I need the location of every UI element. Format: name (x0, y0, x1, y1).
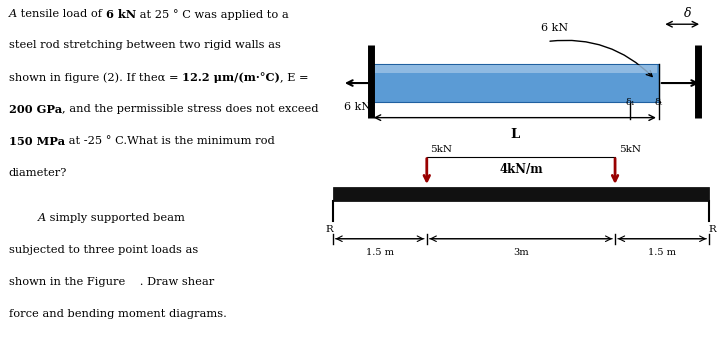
Text: A: A (37, 213, 46, 224)
Text: 6 kN: 6 kN (106, 9, 135, 20)
Text: 6 kN: 6 kN (344, 102, 372, 112)
Text: 3m: 3m (513, 248, 528, 257)
Text: tensile load of: tensile load of (17, 9, 106, 19)
Text: force and bending moment diagrams.: force and bending moment diagrams. (9, 309, 227, 319)
Text: δₜ: δₜ (654, 98, 663, 107)
Text: 12.2 μm/(m·°C): 12.2 μm/(m·°C) (181, 72, 280, 83)
Text: L: L (510, 128, 519, 142)
Bar (371, 64, 659, 102)
Text: diameter?: diameter? (9, 168, 67, 178)
Text: , E =: , E = (280, 72, 308, 82)
Text: subjected to three point loads as: subjected to three point loads as (9, 245, 198, 255)
Text: at -25 ° C.What is the minimum rod: at -25 ° C.What is the minimum rod (65, 136, 274, 146)
Text: 5kN: 5kN (618, 145, 641, 154)
Bar (372, 65, 657, 73)
Text: shown in figure (2). If theα =: shown in figure (2). If theα = (9, 72, 181, 83)
Text: 200 GPa: 200 GPa (9, 104, 62, 115)
Text: δ₁: δ₁ (625, 98, 635, 107)
Text: simply supported beam: simply supported beam (46, 213, 185, 224)
Text: 6 kN: 6 kN (541, 23, 568, 33)
Text: 5kN: 5kN (431, 145, 452, 154)
Text: 1.5 m: 1.5 m (366, 248, 394, 257)
Text: , and the permissible stress does not exceed: , and the permissible stress does not ex… (62, 104, 318, 114)
Text: steel rod stretching between two rigid walls as: steel rod stretching between two rigid w… (9, 40, 281, 51)
Text: 1.5 m: 1.5 m (648, 248, 676, 257)
Text: 150 MPa: 150 MPa (9, 136, 65, 147)
Text: 4kN/m: 4kN/m (499, 163, 543, 176)
Text: shown in the Figure    . Draw shear: shown in the Figure . Draw shear (9, 277, 214, 287)
Bar (333, 187, 709, 201)
Text: R: R (709, 225, 716, 234)
Text: at 25 ° C was applied to a: at 25 ° C was applied to a (135, 9, 289, 19)
Text: A: A (9, 9, 17, 19)
Text: δ: δ (684, 7, 691, 20)
Text: R: R (325, 225, 333, 234)
